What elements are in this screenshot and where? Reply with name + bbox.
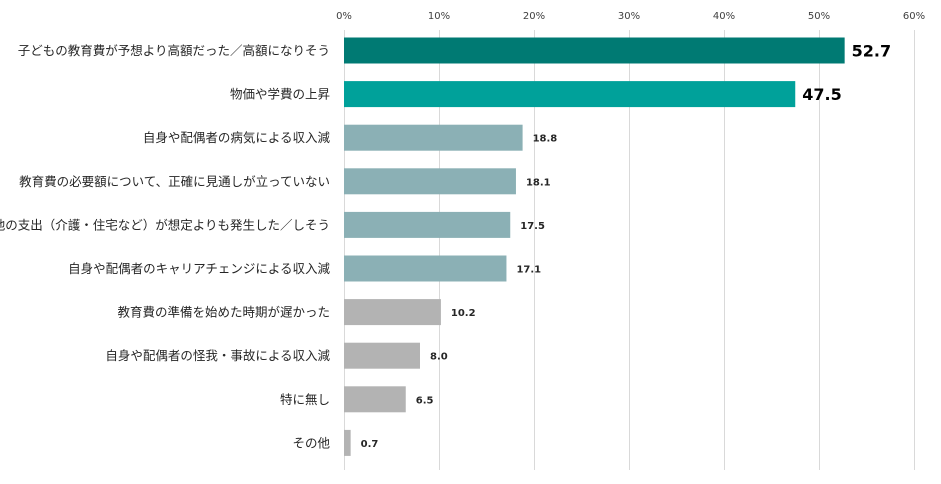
x-axis-ticks: 0% 10% 20% 30% 40% 50% 60%: [336, 11, 925, 22]
category-labels: 子どもの教育費が予想より高額だった／高額になりそう物価や学費の上昇自身や配偶者の…: [0, 43, 330, 450]
category-label: 特に無し: [280, 392, 330, 407]
bar: [344, 37, 845, 64]
value-label: 18.8: [533, 134, 558, 145]
bar: [344, 386, 406, 413]
category-label: 子どもの教育費が予想より高額だった／高額になりそう: [18, 43, 330, 58]
bar: [344, 124, 523, 151]
x-tick-label: 50%: [808, 11, 830, 22]
bar: [344, 211, 511, 238]
value-labels: 52.7 47.5 18.8 18.1 17.5 17.1 10.2 8.0 6.5 0.7: [361, 42, 891, 450]
value-label: 47.5: [802, 85, 841, 104]
value-label: 0.7: [361, 439, 379, 450]
category-label: 物価や学費の上昇: [230, 87, 330, 102]
x-tick-label: 10%: [428, 11, 450, 22]
bar: [344, 81, 796, 108]
x-tick-label: 40%: [713, 11, 735, 22]
category-label: 自身や配偶者の病気による収入減: [143, 130, 331, 145]
category-label: 自身や配偶者の怪我・事故による収入減: [105, 348, 330, 363]
category-label: 教育費の必要額について、正確に見通しが立っていない: [19, 174, 330, 189]
bar: [344, 168, 516, 195]
value-label: 17.1: [516, 265, 541, 276]
value-label: 17.5: [520, 221, 545, 232]
bar: [344, 255, 507, 282]
bars: [344, 37, 845, 456]
bar: [344, 299, 441, 326]
value-label: 18.1: [526, 177, 551, 188]
category-label: 教育費の準備を始めた時期が遅かった: [117, 305, 330, 320]
x-tick-label: 60%: [903, 11, 925, 22]
value-label: 52.7: [852, 42, 891, 61]
value-label: 8.0: [430, 352, 448, 363]
x-tick-label: 20%: [523, 11, 545, 22]
category-label: 他の支出（介護・住宅など）が想定よりも発生した／しそう: [0, 217, 330, 232]
category-label: 自身や配偶者のキャリアチェンジによる収入減: [68, 261, 330, 276]
x-tick-label: 0%: [336, 11, 352, 22]
x-tick-label: 30%: [618, 11, 640, 22]
value-label: 6.5: [416, 395, 434, 406]
value-label: 10.2: [451, 308, 476, 319]
bar: [344, 342, 420, 369]
bar: [344, 429, 351, 456]
category-label: その他: [292, 435, 330, 450]
